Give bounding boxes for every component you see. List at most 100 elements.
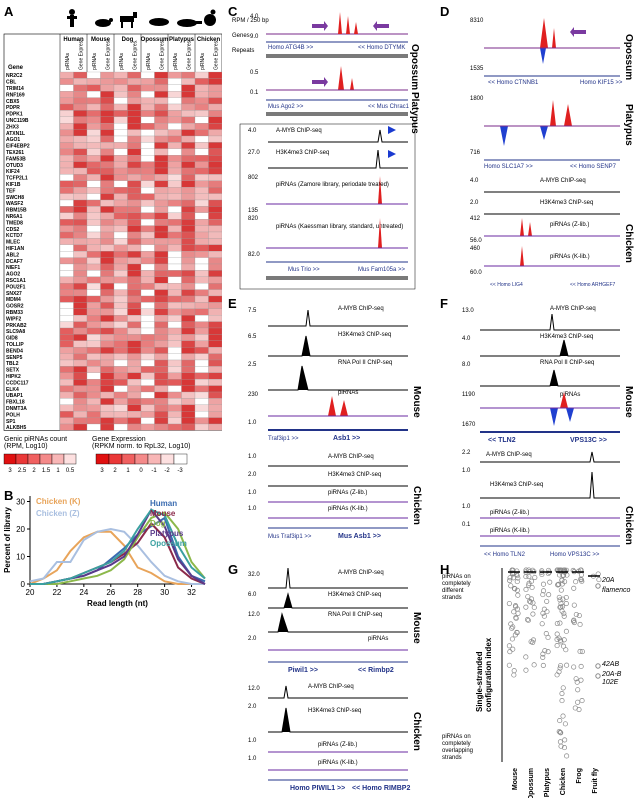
data-point: [523, 667, 529, 673]
heatmap-cell: [73, 257, 88, 265]
heatmap-cell: [113, 411, 128, 418]
heatmap-cell: [113, 289, 128, 297]
data-point: [530, 637, 537, 643]
heatmap-cell: [167, 423, 182, 431]
heatmap-cell: [154, 187, 169, 194]
data-point: [511, 668, 517, 674]
heatmap-cell: [113, 340, 128, 348]
column-label: Gene Expres.: [105, 39, 111, 70]
heatmap-cell: [181, 372, 196, 380]
heatmap-cell: [181, 244, 196, 252]
track-min: 82.0: [248, 252, 260, 258]
heatmap-cell: [100, 148, 115, 156]
legend-tick: 1.5: [42, 468, 51, 474]
heatmap-cell: [208, 347, 222, 354]
heatmap-cell: [167, 334, 182, 341]
column-label: Gene Expres.: [132, 39, 138, 70]
heatmap-cell: [208, 71, 222, 79]
heatmap-cell: [127, 180, 142, 188]
data-point: [508, 621, 514, 627]
data-point: [530, 611, 536, 617]
heatmap-cell: [154, 283, 169, 290]
species-label-chicken: Chicken: [623, 224, 634, 263]
heatmap-cell: [86, 174, 101, 181]
opossum-icon: [149, 18, 169, 26]
gene-row-label: KIF24: [6, 169, 20, 175]
heatmap-cell: [140, 187, 155, 194]
gene-row-label: HIF1AN: [6, 246, 24, 252]
heatmap-cell: [208, 359, 222, 367]
heatmap-cell: [59, 231, 74, 239]
genes-label: Genes: [232, 33, 250, 39]
heatmap-cell: [167, 251, 182, 258]
heatmap-cell: [73, 398, 88, 405]
heatmap-cell: [113, 103, 128, 111]
series-line-dog: [30, 511, 206, 585]
heatmap-cell: [208, 289, 222, 297]
heatmap-cell: [73, 295, 88, 303]
heatmap-cell: [181, 302, 196, 309]
heatmap-cell: [208, 110, 222, 117]
heatmap-cell: [59, 97, 74, 105]
heatmap-cell: [86, 161, 101, 169]
data-point: [579, 698, 585, 704]
gene-row-label: DNMT3A: [6, 406, 27, 412]
gene-row-label: TOLLIP: [6, 342, 24, 348]
track-max: 1.0: [248, 454, 257, 460]
species-label-mouse: Mouse: [623, 386, 634, 418]
track-max: 230: [248, 392, 259, 398]
heatmap-cell: [86, 308, 101, 316]
data-point: [554, 636, 560, 642]
data-point: [571, 585, 577, 591]
gene-label: Homo PIWIL1 >>: [290, 785, 345, 792]
track-max: 1.0: [248, 738, 257, 744]
heatmap-cell: [208, 238, 222, 245]
heatmap-cell: [100, 231, 115, 239]
heatmap-cell: [208, 263, 222, 271]
gene-label: Homo VPS13C >>: [550, 552, 600, 558]
y-tick-label: 30: [16, 498, 25, 507]
legend-tick: 0: [139, 468, 143, 474]
heatmap-cell: [73, 212, 88, 220]
category-label: Frog: [576, 768, 583, 784]
series-line-chicken-k-: [29, 530, 205, 585]
heatmap-cell: [100, 123, 115, 130]
heatmap-cell: [167, 91, 182, 98]
heatmap-cell: [154, 404, 169, 412]
heatmap-cell: [59, 289, 74, 297]
heatmap-cell: [113, 315, 128, 322]
track-label: H3K4me3 ChIP-seq: [276, 150, 329, 156]
gene-row-label: FAM53B: [6, 156, 26, 162]
legend-entry: Platypus: [150, 529, 184, 538]
heatmap-panel: Human Mouse Dog Opossum Platypus Chicken piRNA…: [3, 9, 222, 431]
heatmap-cell: [100, 167, 115, 175]
heatmap-cell: [140, 276, 155, 284]
heatmap-cell: [100, 155, 115, 162]
heatmap-cell: [181, 327, 196, 335]
heatmap-cell: [73, 404, 88, 412]
data-point: [560, 685, 566, 691]
panel-label-a: A: [4, 4, 14, 19]
annotation-20a-b: 20A-B 102E: [601, 671, 622, 686]
heatmap-cell: [194, 302, 209, 309]
gene-row-label: CBL: [6, 80, 16, 86]
heatmap-cell: [113, 379, 128, 386]
x-tick-label: 32: [187, 588, 196, 597]
heatmap-cell: [154, 78, 169, 85]
legend-entry: Chicken (K): [36, 497, 81, 506]
heatmap-cell: [86, 238, 101, 245]
heatmap-cell: [113, 91, 128, 98]
data-point: [578, 577, 584, 583]
heatmap-cell: [194, 423, 209, 431]
heatmap-cell: [167, 212, 182, 220]
data-point: [571, 664, 577, 670]
legend-entry: Chicken (Z): [36, 509, 80, 518]
heatmap-cell: [194, 116, 209, 124]
heatmap-cell: [127, 347, 142, 354]
gene-row-label: NR2C2: [6, 73, 23, 79]
heatmap-cell: [59, 398, 74, 405]
heatmap-cell: [113, 180, 128, 188]
heatmap-cell: [113, 193, 128, 201]
species-label-chicken: Chicken: [411, 712, 422, 751]
series-line-human: [30, 516, 206, 585]
